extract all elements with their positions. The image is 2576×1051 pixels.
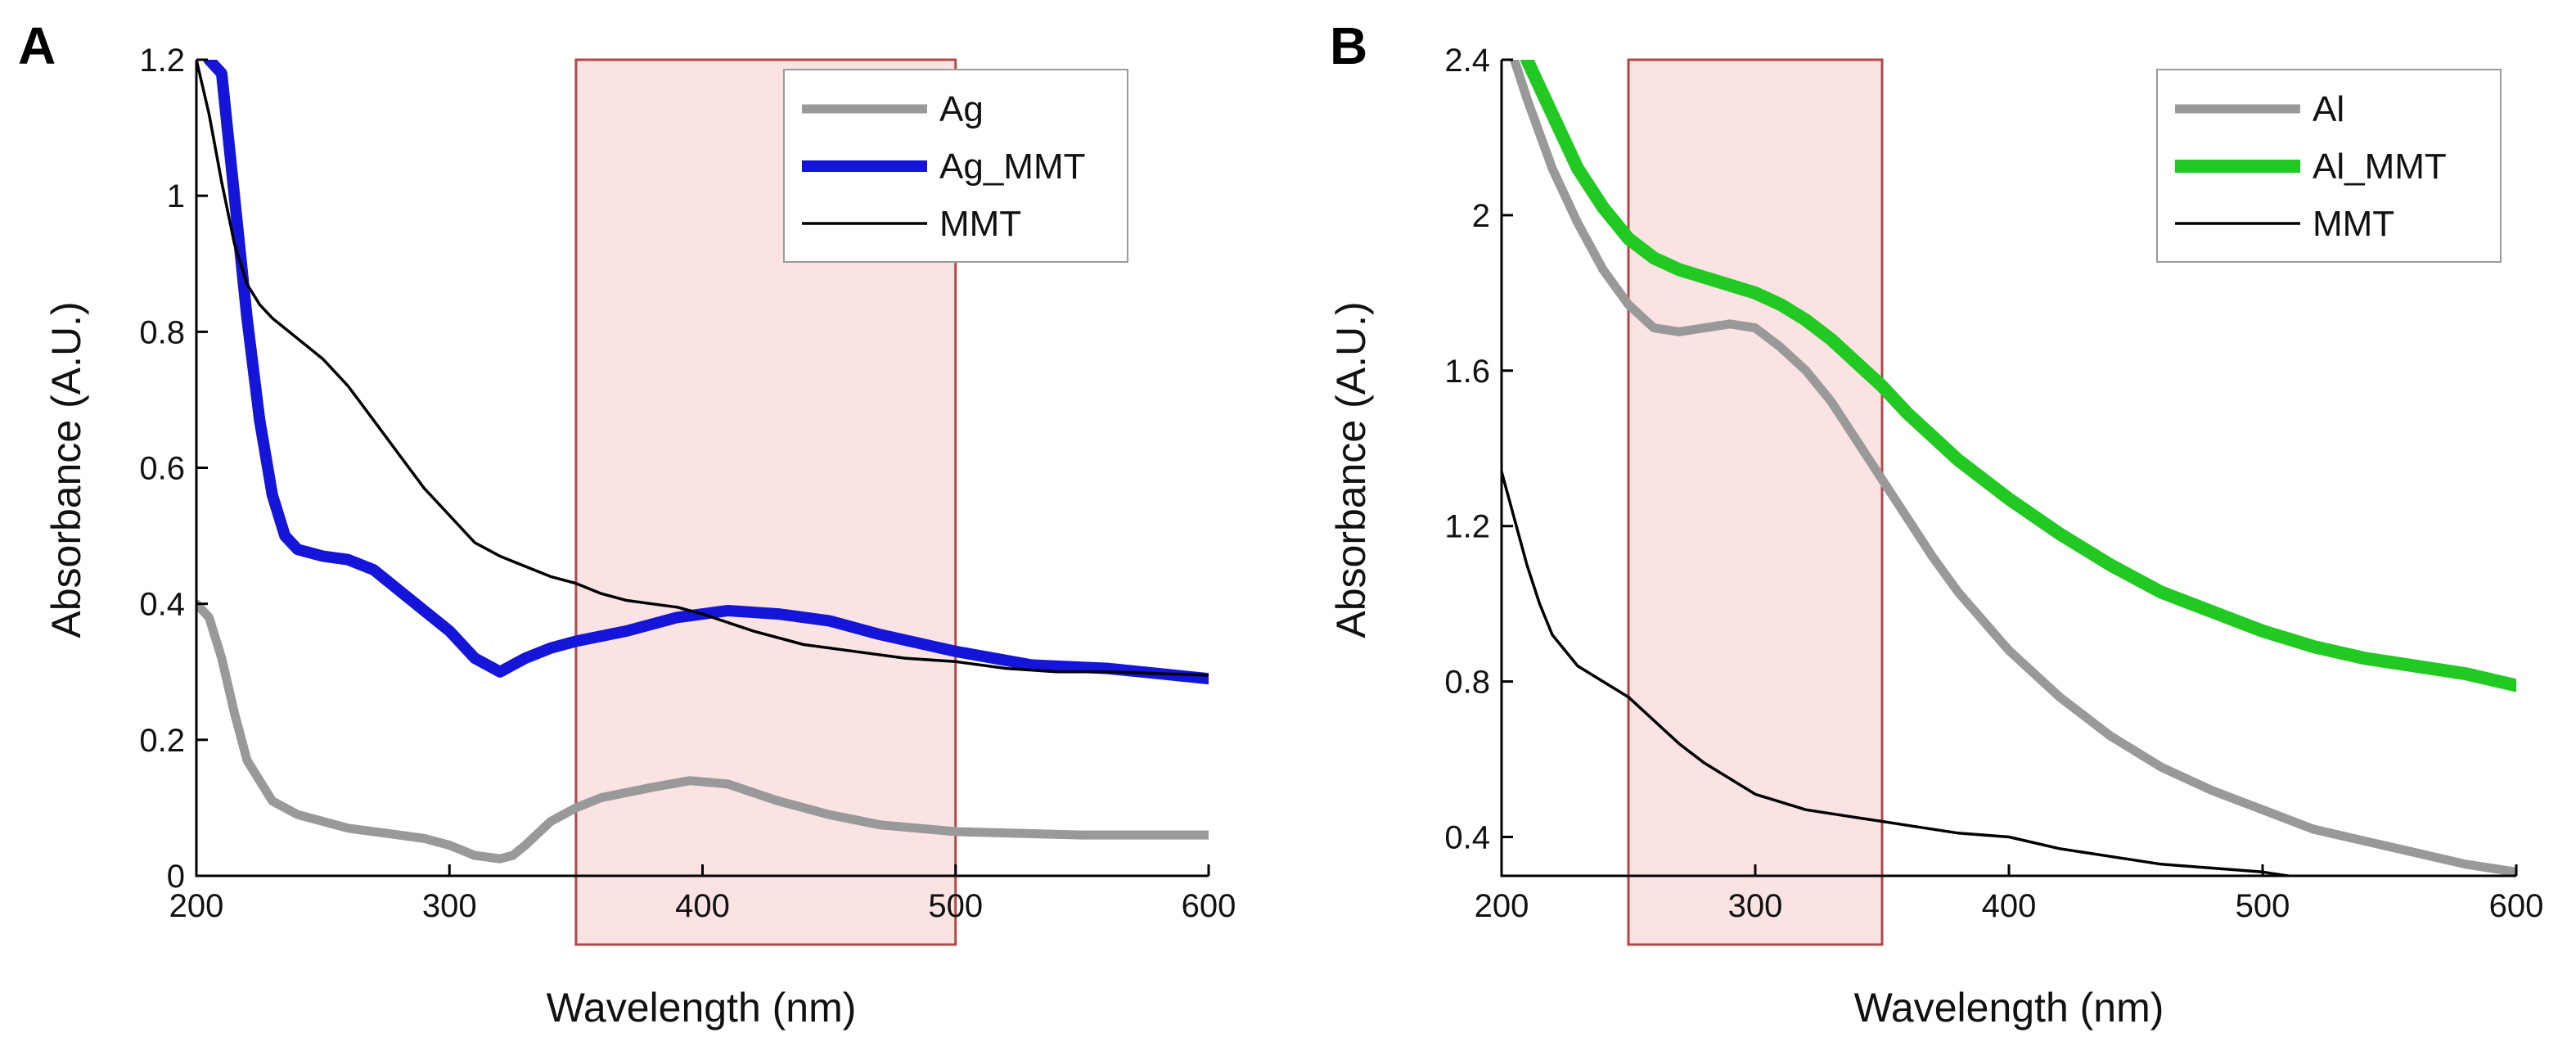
series-line-ag-mmt (203, 60, 1209, 685)
y-tick-label: 0.2 (139, 723, 185, 759)
y-tick-label: 1 (167, 178, 185, 214)
panel-a-label: A (18, 16, 56, 75)
x-tick-label: 400 (1982, 888, 2037, 924)
legend-label: Al (2313, 89, 2344, 129)
y-tick-label: 2 (1472, 198, 1490, 234)
y-tick-label: 2.4 (1444, 43, 1490, 79)
y-tick-label: 0.6 (139, 451, 185, 487)
series-line-al-mmt (1520, 60, 2516, 692)
series-line-ag (196, 599, 1209, 864)
x-tick-label: 500 (2236, 888, 2290, 924)
x-tick-label: 600 (1182, 888, 1236, 924)
panel-a-chart: A Wavelength (nm) Absorbance (A.U.) 200 3… (18, 16, 1236, 1031)
x-tick-label: 300 (1728, 888, 1783, 924)
y-tick-label: 1.6 (1444, 354, 1490, 390)
y-tick-label: 0 (167, 859, 185, 895)
legend-label: MMT (2313, 204, 2394, 244)
y-tick-label: 0.4 (1444, 820, 1490, 856)
legend-label: Ag_MMT (939, 147, 1085, 187)
highlight-region (1627, 58, 1884, 946)
panel-a-xlabel: Wavelength (nm) (547, 985, 857, 1031)
series-line-mmt (196, 60, 1209, 677)
panel-b-xlabel: Wavelength (nm) (1854, 985, 2164, 1031)
x-tick-label: 300 (422, 888, 477, 924)
y-tick-label: 1.2 (1444, 509, 1490, 545)
series-line-mmt (1502, 470, 2290, 876)
legend-label: MMT (939, 204, 1021, 244)
legend-label: Ag (939, 89, 984, 129)
y-tick-label: 0.4 (139, 587, 185, 623)
panel-a-ylabel: Absorbance (A.U.) (43, 301, 89, 638)
x-tick-label: 200 (1475, 888, 1529, 924)
panel-b-label: B (1330, 16, 1367, 75)
panel-b-chart: B Wavelength (nm) Absorbance (A.U.) 200 3… (1328, 16, 2543, 1031)
x-tick-label: 500 (928, 888, 983, 924)
legend-label: Al_MMT (2313, 147, 2447, 187)
x-tick-label: 600 (2489, 888, 2544, 924)
series-line-al (1510, 60, 2516, 876)
panel-b-ylabel: Absorbance (A.U.) (1328, 301, 1374, 638)
x-tick-label: 200 (169, 888, 224, 924)
y-tick-label: 0.8 (139, 314, 185, 350)
y-tick-label: 0.8 (1444, 665, 1490, 701)
x-tick-label: 400 (675, 888, 730, 924)
y-tick-label: 1.2 (139, 43, 185, 79)
